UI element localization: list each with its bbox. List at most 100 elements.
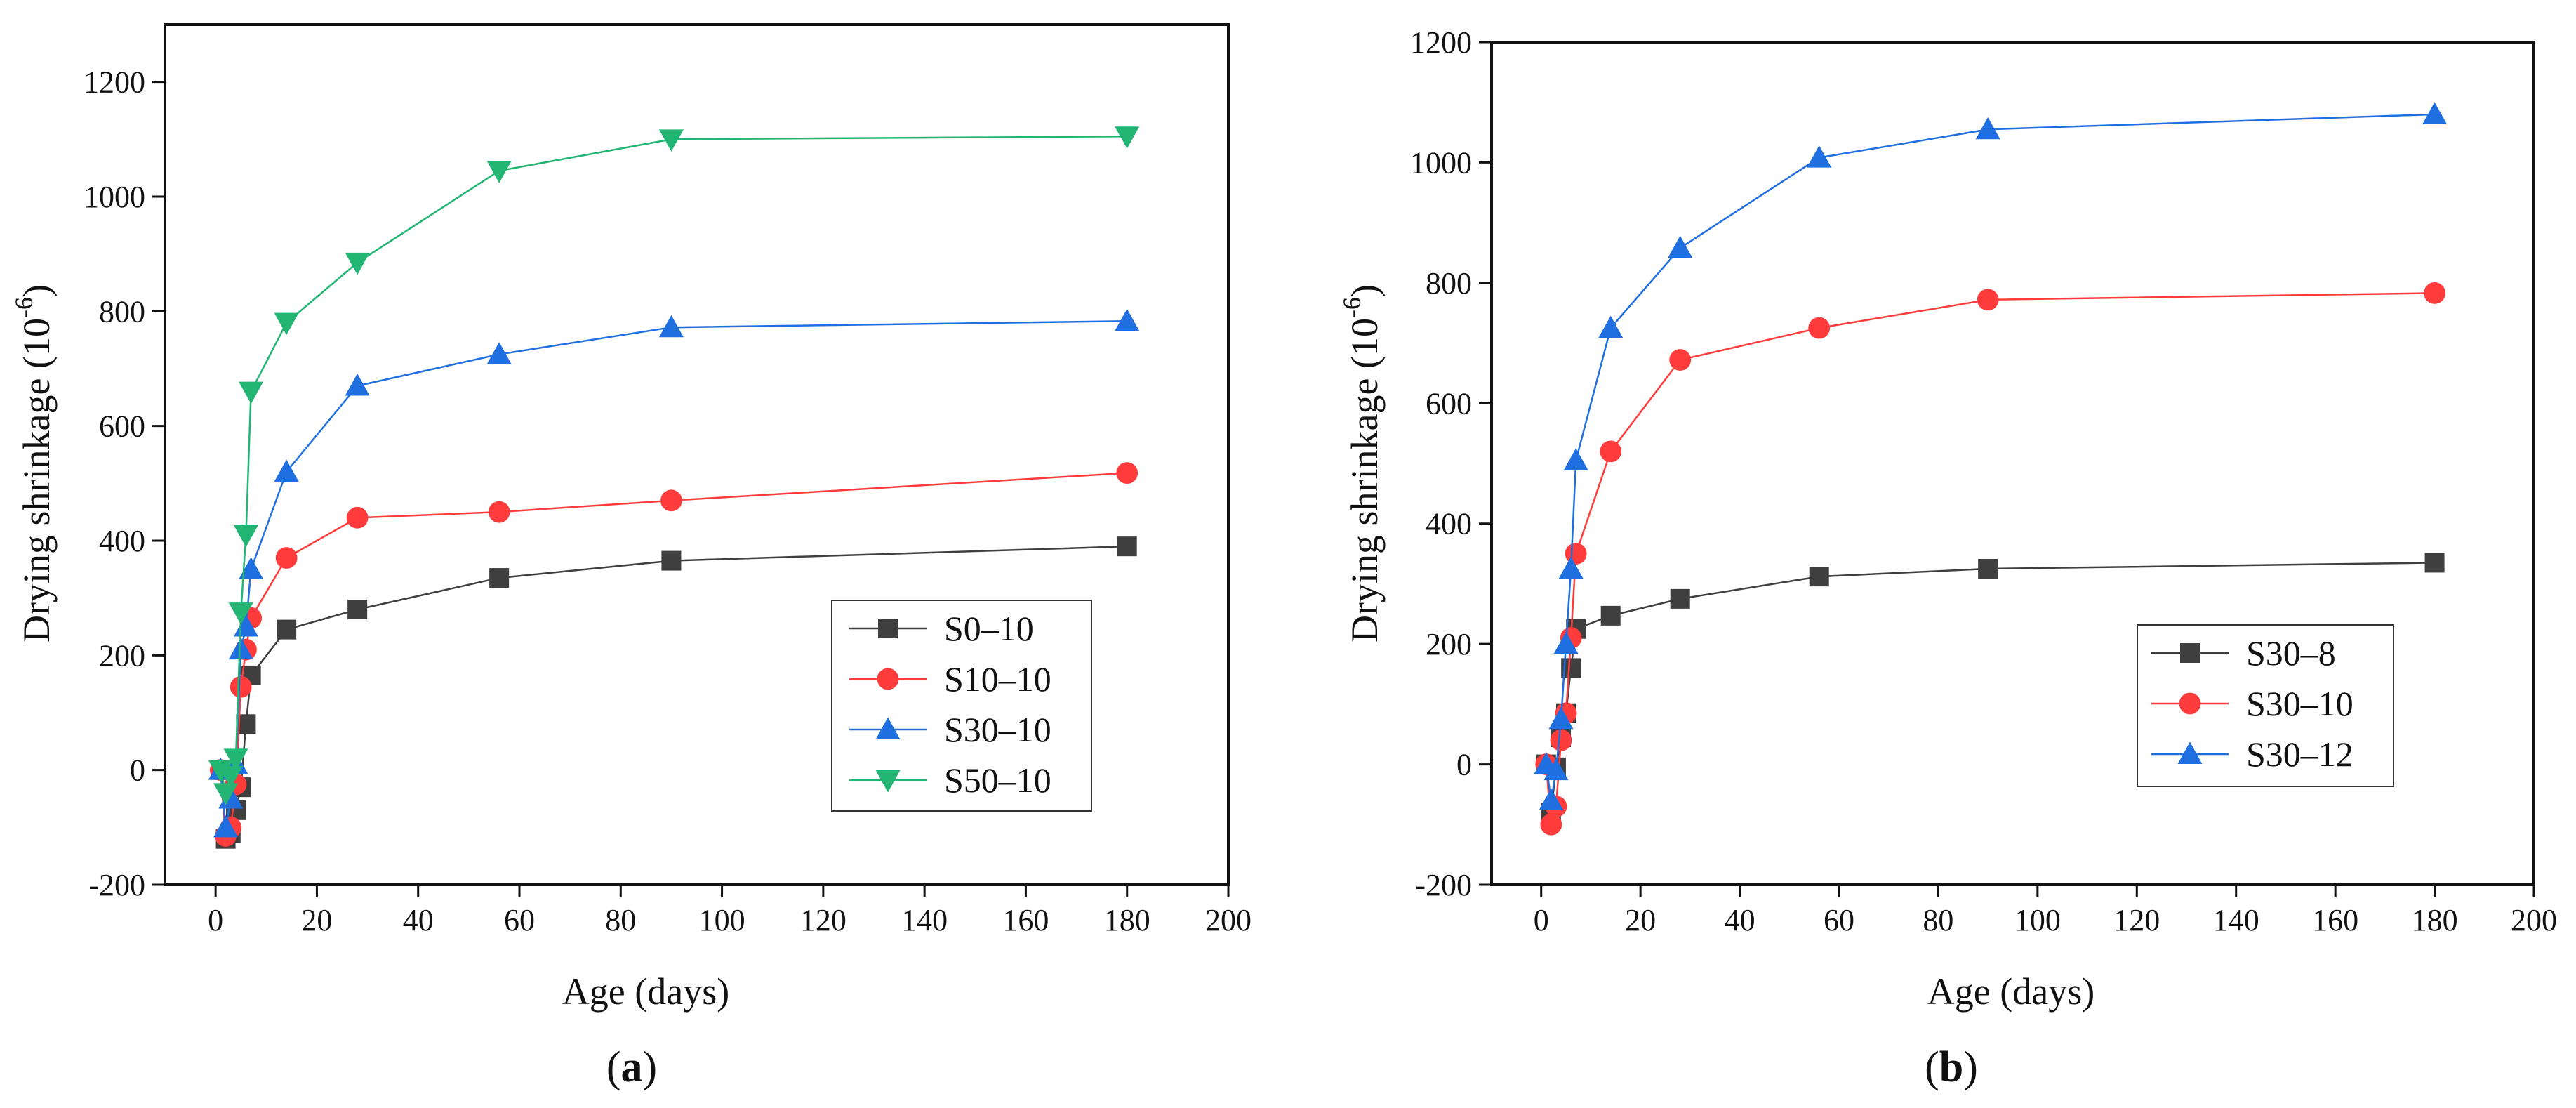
y-tick-label-a: 400 <box>99 524 145 558</box>
y-tick-label-a: 1200 <box>84 65 145 100</box>
x-tick-label-b: 180 <box>2412 903 2458 937</box>
data-point-a-3 <box>274 312 299 336</box>
data-point-a-2 <box>274 459 299 482</box>
data-point-b-1 <box>1550 729 1572 751</box>
y-tick-label-b: 1000 <box>1410 145 1472 180</box>
legend-items-a: S0–10 S10–10 S30–10 S50–10 <box>849 609 1051 800</box>
data-point-a-1 <box>660 489 682 512</box>
legend-marker-b-2 <box>2177 741 2203 764</box>
x-tick-label-b: 80 <box>1923 903 1953 937</box>
y-axis-title-b: Drying shrinkage (10-6) <box>1338 284 1386 642</box>
x-tick-label-b: 100 <box>2014 903 2061 937</box>
subfigure-caption-b: (b) <box>1925 1043 1978 1091</box>
legend-a: S0–10 S10–10 S30–10 S50–10 <box>831 600 1092 812</box>
chart-a: -200 0 200 400 600 800 1000 1200 0 20 40 60 80 100 12… <box>10 23 1252 1091</box>
series-layer-b <box>1534 102 2448 836</box>
data-point-b-1 <box>1540 813 1562 836</box>
x-tick-label-b: 120 <box>2113 903 2160 937</box>
x-tick-label-b: 0 <box>1534 903 1549 937</box>
y-tick-label-b: 800 <box>1426 266 1472 301</box>
y-tick-label-a: 0 <box>130 753 145 788</box>
data-point-a-3 <box>218 765 244 789</box>
x-ticks-b: 0 20 40 60 80 100 120 140 160 180 200 <box>1534 885 2557 937</box>
legend-label-a-0: S0–10 <box>944 609 1034 648</box>
x-tick-label-b: 140 <box>2213 903 2259 937</box>
x-tick-label-a: 60 <box>504 903 535 937</box>
data-point-b-2 <box>1668 235 1693 258</box>
y-tick-label-a: 600 <box>99 409 145 444</box>
y-axis-title-exponent-b: -6 <box>1338 297 1366 318</box>
x-tick-label-b: 40 <box>1725 903 1755 937</box>
data-point-a-0 <box>489 568 510 588</box>
y-axis-title-a: Drying shrinkage (10-6) <box>10 284 58 642</box>
y-tick-label-b: -200 <box>1415 868 1472 902</box>
x-tick-label-b: 200 <box>2511 903 2557 937</box>
x-tick-label-a: 140 <box>901 903 948 937</box>
legend-items-b: S30–8 S30–10 S30–12 <box>2151 633 2353 774</box>
x-tick-label-b: 20 <box>1625 903 1656 937</box>
data-point-a-2 <box>658 315 684 338</box>
data-point-a-2 <box>213 814 239 838</box>
x-tick-label-a: 160 <box>1002 903 1049 937</box>
data-point-a-3 <box>345 252 370 275</box>
data-point-b-2 <box>1598 315 1624 338</box>
data-point-a-2 <box>1115 308 1140 331</box>
y-axis-title-close-a: ) <box>15 284 58 297</box>
data-point-a-1 <box>230 675 252 698</box>
x-tick-label-a: 180 <box>1104 903 1150 937</box>
x-axis-title-a: Age (days) <box>562 970 729 1013</box>
x-tick-label-a: 40 <box>403 903 434 937</box>
x-tick-label-a: 120 <box>800 903 847 937</box>
y-tick-label-a: -200 <box>88 868 145 902</box>
legend-label-a-3: S50–10 <box>944 760 1051 800</box>
data-point-a-2 <box>239 557 264 579</box>
x-ticks-a: 0 20 40 60 80 100 120 140 160 180 200 <box>208 885 1252 937</box>
y-tick-label-a: 800 <box>99 294 145 329</box>
data-point-b-0 <box>1809 567 1829 587</box>
data-point-a-3 <box>658 129 684 152</box>
y-tick-label-a: 1000 <box>84 180 145 214</box>
subfigure-label-a: a <box>621 1043 643 1091</box>
data-point-a-3 <box>213 783 239 805</box>
data-point-b-2 <box>1543 758 1569 781</box>
x-tick-label-a: 20 <box>301 903 332 937</box>
data-point-a-0 <box>1117 536 1137 557</box>
y-axis-title-exponent-a: -6 <box>10 297 38 318</box>
plot-area-frame-b <box>1490 41 2535 886</box>
y-axis-title-close-b: ) <box>1343 284 1386 297</box>
data-point-b-2 <box>1558 556 1584 579</box>
data-point-a-3 <box>208 760 233 783</box>
y-tick-label-b: 400 <box>1426 507 1472 541</box>
data-point-a-3 <box>228 602 253 625</box>
data-point-a-1 <box>1116 462 1138 484</box>
data-point-b-0 <box>2424 553 2445 573</box>
data-point-a-1 <box>346 506 369 529</box>
data-point-a-1 <box>488 501 510 523</box>
y-axis-title-main-a: Drying shrinkage (10 <box>15 318 58 642</box>
chart-b: -200 0 200 400 600 800 1000 1200 0 20 40 60 80 100 12… <box>1338 25 2557 1091</box>
data-point-a-2 <box>228 637 253 660</box>
data-point-b-1 <box>2424 282 2445 304</box>
legend-marker-a-0 <box>878 619 898 638</box>
subfigure-caption-a: (a) <box>606 1043 657 1091</box>
data-point-b-1 <box>1600 440 1622 463</box>
data-point-b-2 <box>1807 145 1832 168</box>
x-axis-title-b: Age (days) <box>1927 970 2094 1013</box>
data-point-b-0 <box>1978 559 1998 579</box>
data-point-b-2 <box>1563 448 1588 470</box>
x-tick-label-a: 200 <box>1205 903 1252 937</box>
data-point-b-2 <box>1548 706 1574 730</box>
data-point-a-2 <box>486 342 512 364</box>
data-point-a-3 <box>486 161 512 183</box>
x-tick-label-b: 60 <box>1824 903 1854 937</box>
data-point-a-0 <box>277 619 297 640</box>
legend-marker-a-2 <box>875 717 901 739</box>
x-tick-label-b: 160 <box>2312 903 2358 937</box>
data-point-b-2 <box>1539 788 1564 810</box>
data-point-a-1 <box>275 547 298 569</box>
legend-box-a <box>831 600 1092 812</box>
data-point-a-0 <box>347 600 368 619</box>
plot-area-frame-a <box>164 23 1230 886</box>
data-point-b-0 <box>1670 588 1690 609</box>
